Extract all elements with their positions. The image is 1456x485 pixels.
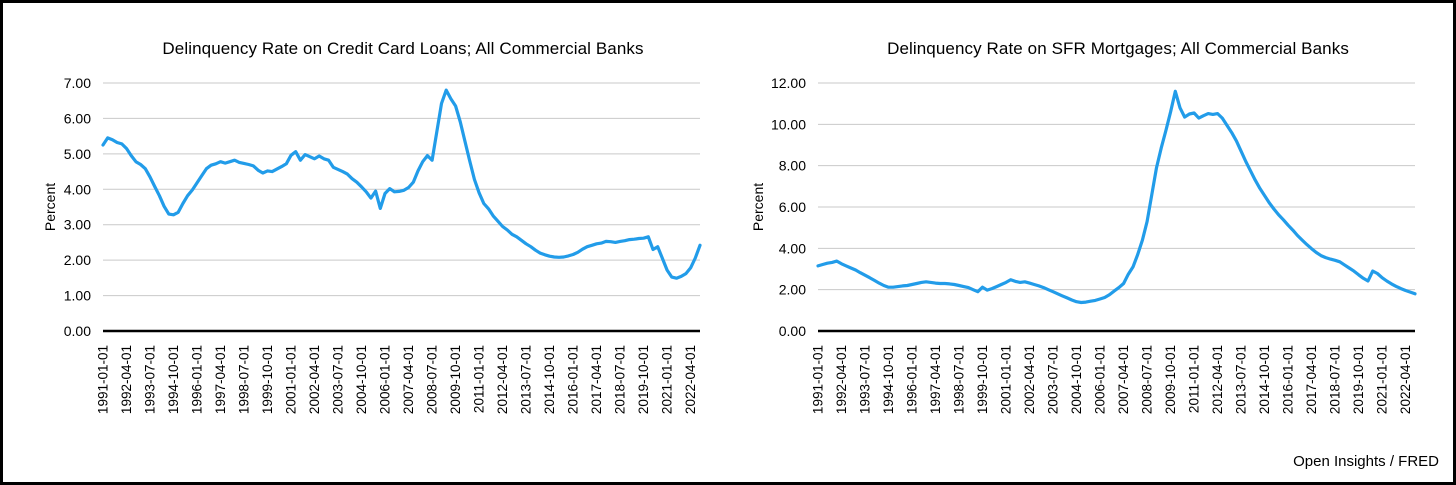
x-tick-label: 2009-10-01 — [448, 345, 463, 414]
x-tick-label: 2017-04-01 — [1304, 345, 1319, 414]
y-tick-label: 3.00 — [64, 217, 91, 233]
x-tick-label: 2008-07-01 — [1140, 345, 1155, 414]
x-tick-label: 1998-07-01 — [237, 345, 252, 414]
x-tick-label: 1994-10-01 — [166, 345, 181, 414]
x-tick-label: 2004-10-01 — [354, 345, 369, 414]
x-tick-label: 1993-07-01 — [143, 345, 158, 414]
x-tick-label: 1991-01-01 — [96, 345, 111, 414]
y-tick-label: 6.00 — [64, 110, 91, 126]
x-tick-label: 2022-04-01 — [683, 345, 698, 414]
x-tick-label: 2019-10-01 — [1351, 345, 1366, 414]
x-tick-label: 2007-04-01 — [401, 345, 416, 414]
x-tick-label: 2018-07-01 — [1328, 345, 1343, 414]
x-tick-label: 2003-07-01 — [331, 345, 346, 414]
x-tick-label: 1997-04-01 — [213, 345, 228, 414]
x-tick-label: 2012-04-01 — [1210, 345, 1225, 414]
y-tick-label: 12.00 — [771, 75, 806, 91]
x-tick-label: 1993-07-01 — [858, 345, 873, 414]
x-tick-label: 2018-07-01 — [613, 345, 628, 414]
y-tick-label: 0.00 — [64, 323, 91, 339]
x-tick-label: 2021-01-01 — [660, 345, 675, 414]
source-credit: Open Insights / FRED — [1293, 453, 1439, 470]
x-tick-label: 2002-04-01 — [307, 345, 322, 414]
x-tick-label: 2009-10-01 — [1163, 345, 1178, 414]
x-tick-label: 2011-01-01 — [1187, 345, 1202, 413]
x-tick-label: 2021-01-01 — [1375, 345, 1390, 414]
x-tick-label: 2011-01-01 — [472, 345, 487, 413]
x-tick-label: 2008-07-01 — [425, 345, 440, 414]
y-tick-label: 7.00 — [64, 75, 91, 91]
x-tick-label: 2014-10-01 — [542, 345, 557, 414]
x-tick-label: 2007-04-01 — [1116, 345, 1131, 414]
y-tick-label: 1.00 — [64, 288, 91, 304]
x-tick-label: 1996-01-01 — [190, 345, 205, 414]
x-tick-label: 1991-01-01 — [811, 345, 826, 414]
x-tick-label: 2001-01-01 — [284, 345, 299, 414]
y-tick-label: 4.00 — [64, 181, 91, 197]
y-tick-label: 8.00 — [779, 158, 806, 174]
x-tick-label: 2013-07-01 — [519, 345, 534, 414]
x-tick-label: 2002-04-01 — [1022, 345, 1037, 414]
x-tick-label: 1998-07-01 — [952, 345, 967, 414]
x-tick-label: 2003-07-01 — [1046, 345, 1061, 414]
x-tick-label: 1999-10-01 — [975, 345, 990, 414]
x-tick-label: 2016-01-01 — [566, 345, 581, 414]
y-tick-label: 0.00 — [779, 323, 806, 339]
y-tick-label: 4.00 — [779, 240, 806, 256]
y-tick-label: 10.00 — [771, 116, 806, 132]
y-tick-label: 6.00 — [779, 199, 806, 215]
data-line-1 — [816, 89, 1417, 305]
chart-title-credit-card: Delinquency Rate on Credit Card Loans; A… — [162, 39, 644, 58]
x-tick-label: 2001-01-01 — [999, 345, 1014, 414]
x-tick-label: 2014-10-01 — [1257, 345, 1272, 414]
x-tick-label: 1992-04-01 — [119, 345, 134, 414]
x-tick-label: 2006-01-01 — [378, 345, 393, 414]
y-tick-label: 5.00 — [64, 146, 91, 162]
y-tick-label: 2.00 — [779, 282, 806, 298]
x-tick-label: 2017-04-01 — [589, 345, 604, 414]
x-tick-label: 1997-04-01 — [928, 345, 943, 414]
x-tick-label: 2022-04-01 — [1398, 345, 1413, 414]
x-tick-label: 2004-10-01 — [1069, 345, 1084, 414]
x-tick-label: 1999-10-01 — [260, 345, 275, 414]
x-tick-label: 2019-10-01 — [636, 345, 651, 414]
y-tick-label: 2.00 — [64, 252, 91, 268]
chart-title-sfr-mortgage: Delinquency Rate on SFR Mortgages; All C… — [887, 39, 1349, 58]
data-line-0 — [101, 88, 702, 280]
plot-area-sfr-mortgage: 0.00 2.00 4.00 6.00 8.00 10.00 12.00 1991-01-01… — [771, 75, 1417, 414]
x-tick-label: 1994-10-01 — [881, 345, 896, 414]
x-tick-label: 2006-01-01 — [1093, 345, 1108, 414]
plot-area-credit-card: 0.00 1.00 2.00 3.00 4.00 5.00 6.00 7.00 1991-01-… — [64, 75, 702, 414]
x-tick-label: 2013-07-01 — [1234, 345, 1249, 414]
x-tick-label: 2012-04-01 — [495, 345, 510, 414]
x-tick-label: 2016-01-01 — [1281, 345, 1296, 414]
x-tick-label: 1996-01-01 — [905, 345, 920, 414]
x-tick-label: 1992-04-01 — [834, 345, 849, 414]
